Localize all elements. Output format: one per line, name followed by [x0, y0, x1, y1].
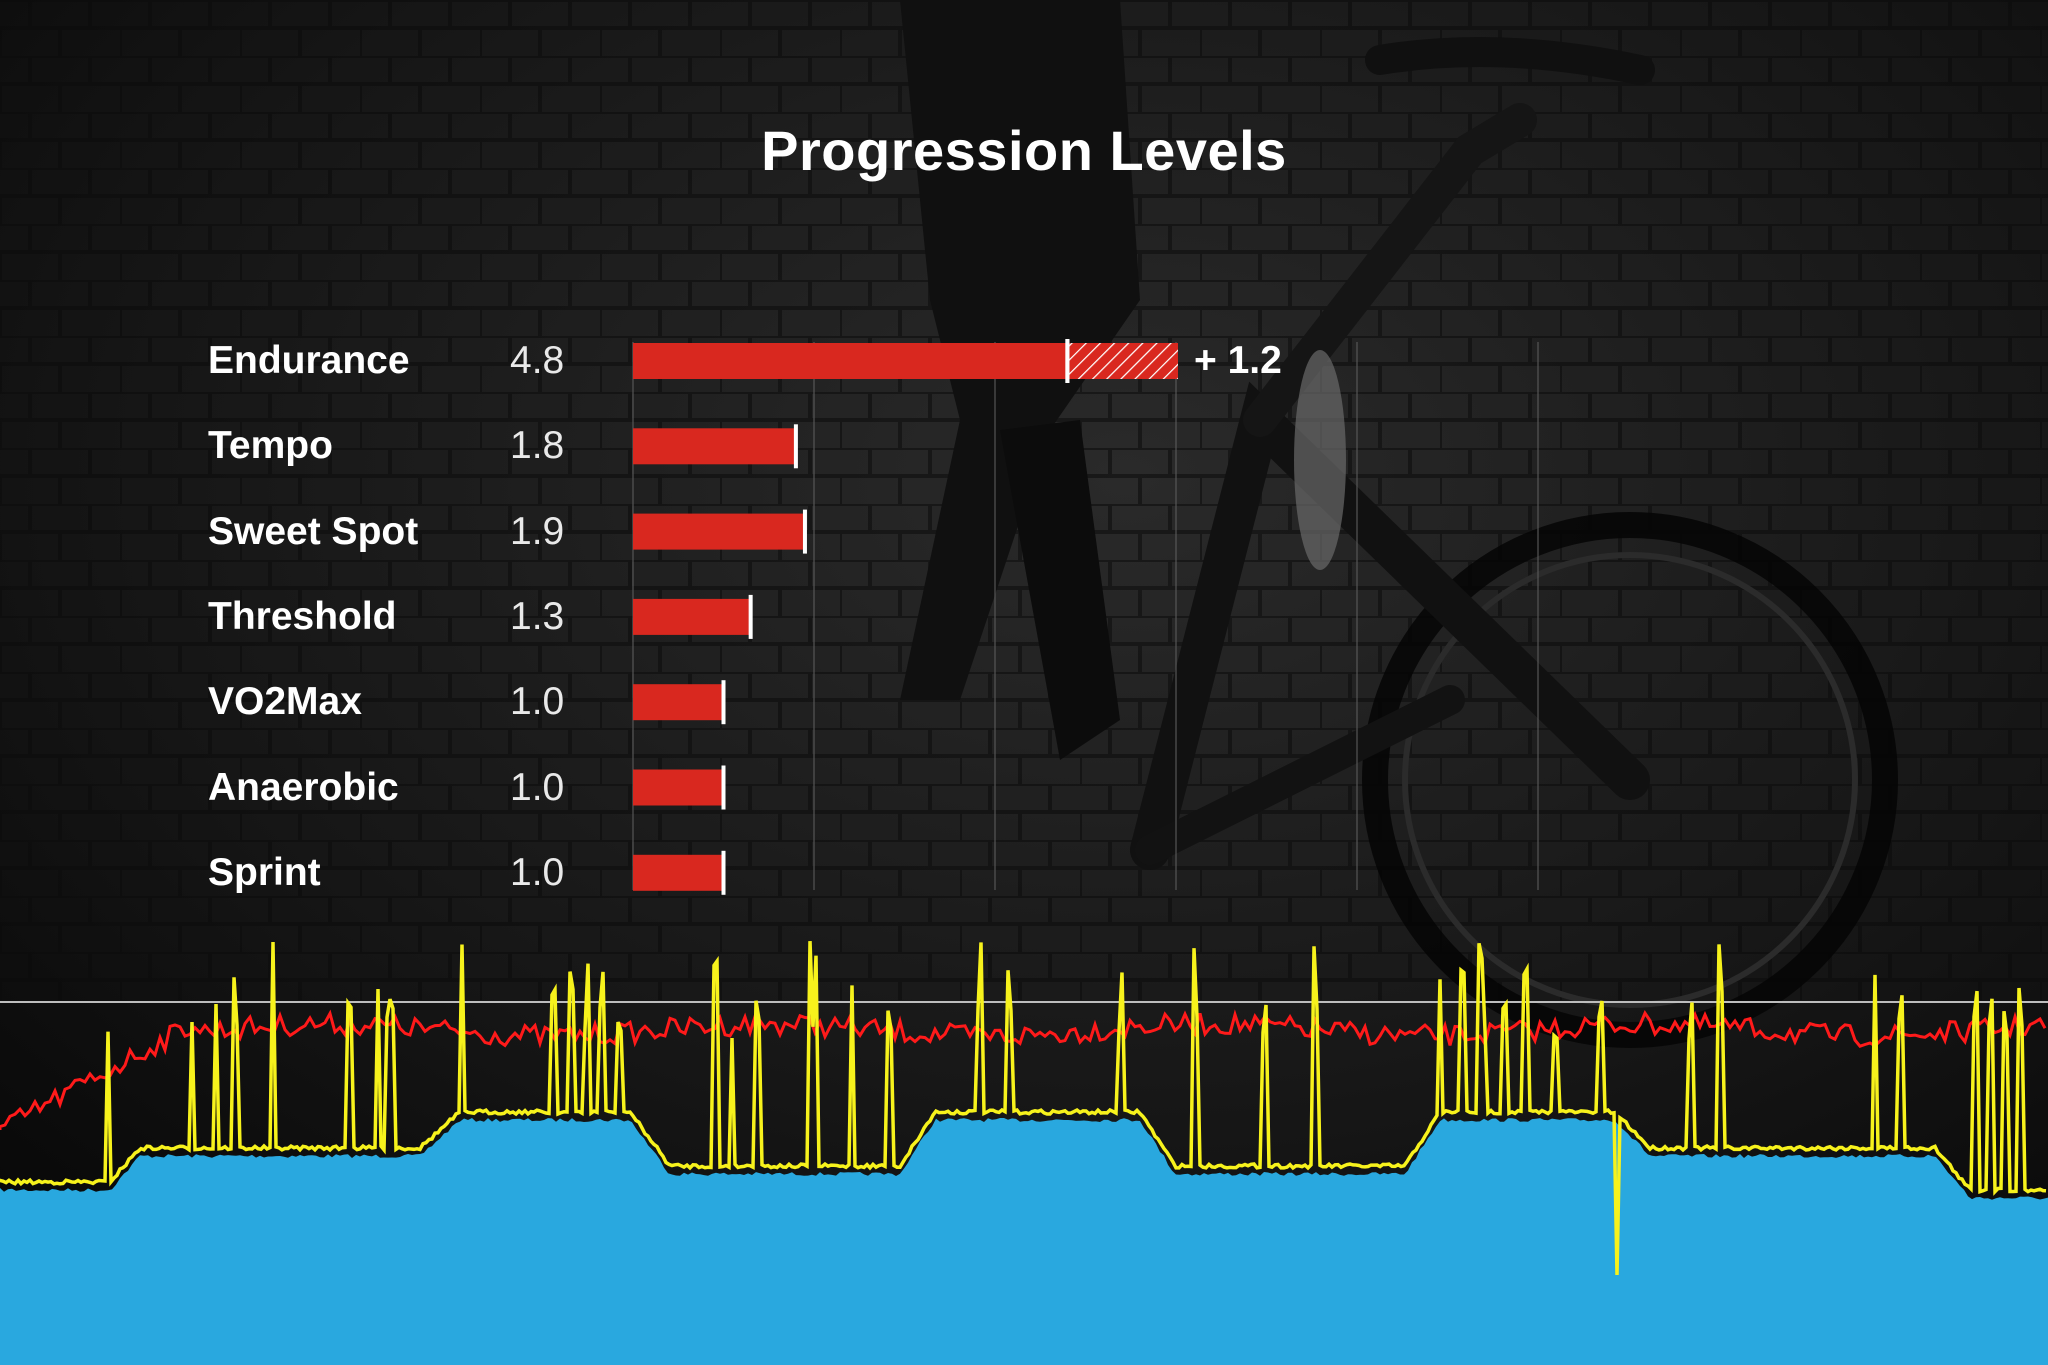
gridlines [632, 342, 1539, 890]
chart-title: Progression Levels [761, 119, 1287, 182]
value-label: 1.0 [510, 850, 565, 894]
bar-level-marker [721, 850, 726, 895]
value-label: 1.3 [510, 594, 565, 638]
power-area [0, 1118, 2048, 1365]
bar-level-marker [721, 765, 726, 810]
value-label: 4.8 [510, 339, 565, 382]
category-label: Tempo [208, 424, 333, 468]
bicycle-silhouette [1130, 37, 1898, 1048]
category-label: Sweet Spot [208, 509, 419, 553]
heart-rate-line [0, 1009, 2047, 1130]
bar-sweet-spot [633, 513, 805, 550]
bar-vo2max [633, 684, 724, 721]
increase-label: + 1.2 [1194, 339, 1282, 382]
bar-endurance [633, 343, 1068, 379]
bar-level-marker [748, 594, 753, 639]
bar-anaerobic [633, 769, 724, 806]
bar-increase-hatched [1069, 343, 1178, 379]
category-label: Threshold [208, 594, 397, 638]
bar-tempo [633, 428, 796, 465]
category-label: Anaerobic [208, 765, 399, 809]
value-label: 1.9 [510, 509, 565, 553]
category-label: VO2Max [208, 680, 362, 724]
bar-level-marker [793, 424, 798, 469]
category-label: Endurance [208, 339, 410, 382]
workout-graph [0, 941, 2048, 1365]
bar-sprint [633, 854, 724, 891]
bar-level-marker [721, 680, 726, 725]
value-label: 1.0 [510, 680, 565, 724]
value-label: 1.8 [510, 424, 565, 468]
bar-series [633, 339, 1178, 895]
bar-level-marker [1065, 339, 1070, 383]
bar-threshold [633, 598, 751, 635]
target-power-line [0, 941, 2047, 1276]
category-label: Sprint [208, 850, 321, 894]
bar-level-marker [802, 509, 807, 554]
value-label: 1.0 [510, 765, 565, 809]
